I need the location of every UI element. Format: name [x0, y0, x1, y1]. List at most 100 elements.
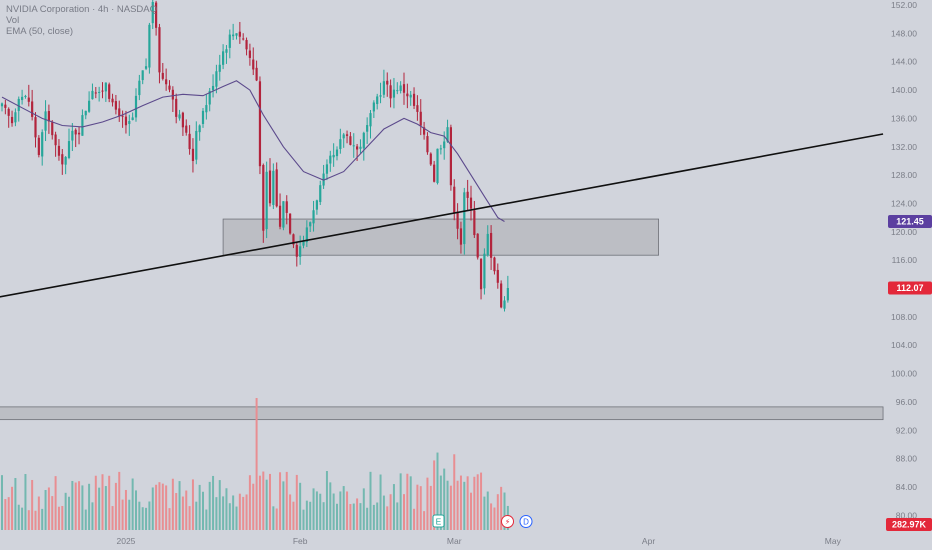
zone-rect-0: [222, 218, 660, 256]
volume-bar: [483, 496, 486, 530]
volume-bar: [366, 507, 369, 530]
candle-body: [479, 258, 483, 290]
candle-body: [453, 186, 456, 213]
candle-body: [439, 148, 442, 150]
volume-bar: [470, 492, 472, 530]
volume-bar: [262, 471, 265, 530]
price-tick-label: 120.00: [891, 227, 917, 237]
trendline-layer: [0, 133, 884, 298]
volume-bar: [98, 487, 101, 530]
volume-bar: [456, 480, 459, 530]
candle-body: [282, 201, 285, 228]
candle-body: [255, 67, 258, 81]
volume-bar: [24, 474, 27, 530]
candle-body: [84, 110, 87, 116]
candle-body: [285, 201, 288, 213]
earnings-marker-bg: [432, 514, 445, 528]
candle-body: [228, 34, 231, 48]
volume-bar: [269, 473, 271, 530]
candle-body: [289, 213, 292, 234]
volume-bar: [185, 490, 188, 530]
volume-bar: [466, 476, 469, 530]
volume-bar: [258, 475, 261, 530]
candle-body: [215, 71, 218, 87]
candle-body: [319, 185, 322, 203]
volume-bar: [131, 478, 134, 530]
volume-bar: [188, 506, 191, 530]
volume-bar: [148, 501, 151, 530]
volume-bar: [248, 475, 251, 530]
volume-bar: [409, 476, 412, 530]
candle-body: [345, 134, 349, 136]
volume-bar: [14, 478, 17, 530]
volume-bar: [64, 492, 67, 530]
candle-body: [506, 288, 509, 301]
candle-body: [151, 1, 154, 24]
candle-body: [382, 81, 385, 95]
volume-bar: [124, 489, 127, 530]
candle-body: [325, 164, 329, 174]
volume-bar: [339, 491, 342, 530]
candle-body: [64, 156, 67, 165]
candle-body: [77, 132, 81, 135]
candle-body: [31, 101, 34, 117]
legend-volume[interactable]: Vol: [6, 15, 20, 26]
candle-body: [376, 96, 379, 105]
candle-body: [225, 49, 228, 53]
candle-body: [218, 64, 221, 72]
candle-body: [486, 233, 489, 256]
volume-bar: [473, 476, 476, 530]
candle-body: [419, 111, 422, 126]
volume-bar: [490, 503, 493, 530]
candle-body: [315, 200, 318, 210]
candle-body: [369, 113, 372, 127]
time-axis[interactable]: 2025 Feb Mar Apr May: [116, 536, 841, 546]
volume-bar: [305, 500, 308, 530]
volume-bar: [503, 492, 506, 530]
candle-body: [433, 164, 436, 182]
volume-bar: [325, 471, 328, 530]
volume-bar: [74, 482, 77, 530]
candle-body: [134, 95, 138, 118]
volume-bar: [309, 501, 312, 530]
volume-bar: [168, 508, 171, 530]
volume-bar: [165, 485, 168, 530]
volume-bar: [51, 496, 54, 530]
candle-body: [51, 122, 54, 136]
volume-bar: [212, 475, 215, 530]
legend-ema[interactable]: EMA (50, close): [6, 26, 74, 37]
volume-bar: [128, 499, 131, 530]
volume-bar: [151, 487, 154, 530]
volume-bar: [413, 508, 416, 530]
candle-body: [429, 153, 432, 165]
volume-bar: [7, 497, 10, 530]
price-axis[interactable]: 152.00 148.00 144.00 140.00 136.00 132.00 128.…: [891, 0, 917, 520]
candle-body: [88, 100, 91, 112]
volume-bar: [57, 506, 60, 530]
volume-bar: [161, 483, 164, 530]
legend-title[interactable]: NVIDIA Corporation · 4h · NASDAQ: [6, 4, 157, 15]
candle-body: [161, 72, 164, 79]
volume-bar: [376, 502, 379, 530]
candle-body: [312, 210, 315, 224]
volume-bar: [329, 482, 332, 530]
volume-bar: [111, 506, 114, 530]
candle-body: [412, 93, 416, 106]
candle-body: [138, 80, 141, 96]
candle-body: [392, 89, 396, 98]
volume-bar: [500, 486, 503, 530]
volume-bar: [419, 486, 422, 530]
ema-value-badge-text: 121.45: [896, 217, 924, 227]
volume-bar: [11, 486, 14, 530]
candle-body: [339, 139, 342, 150]
volume-bar: [191, 479, 194, 530]
last-price-badge-bg: [888, 281, 932, 295]
time-tick-label: Mar: [447, 536, 462, 546]
volume-bar: [299, 482, 302, 530]
volume-bar: [228, 503, 231, 530]
volume-bar: [138, 501, 141, 530]
volume-bar: [121, 499, 124, 530]
volume-bar: [81, 485, 84, 530]
